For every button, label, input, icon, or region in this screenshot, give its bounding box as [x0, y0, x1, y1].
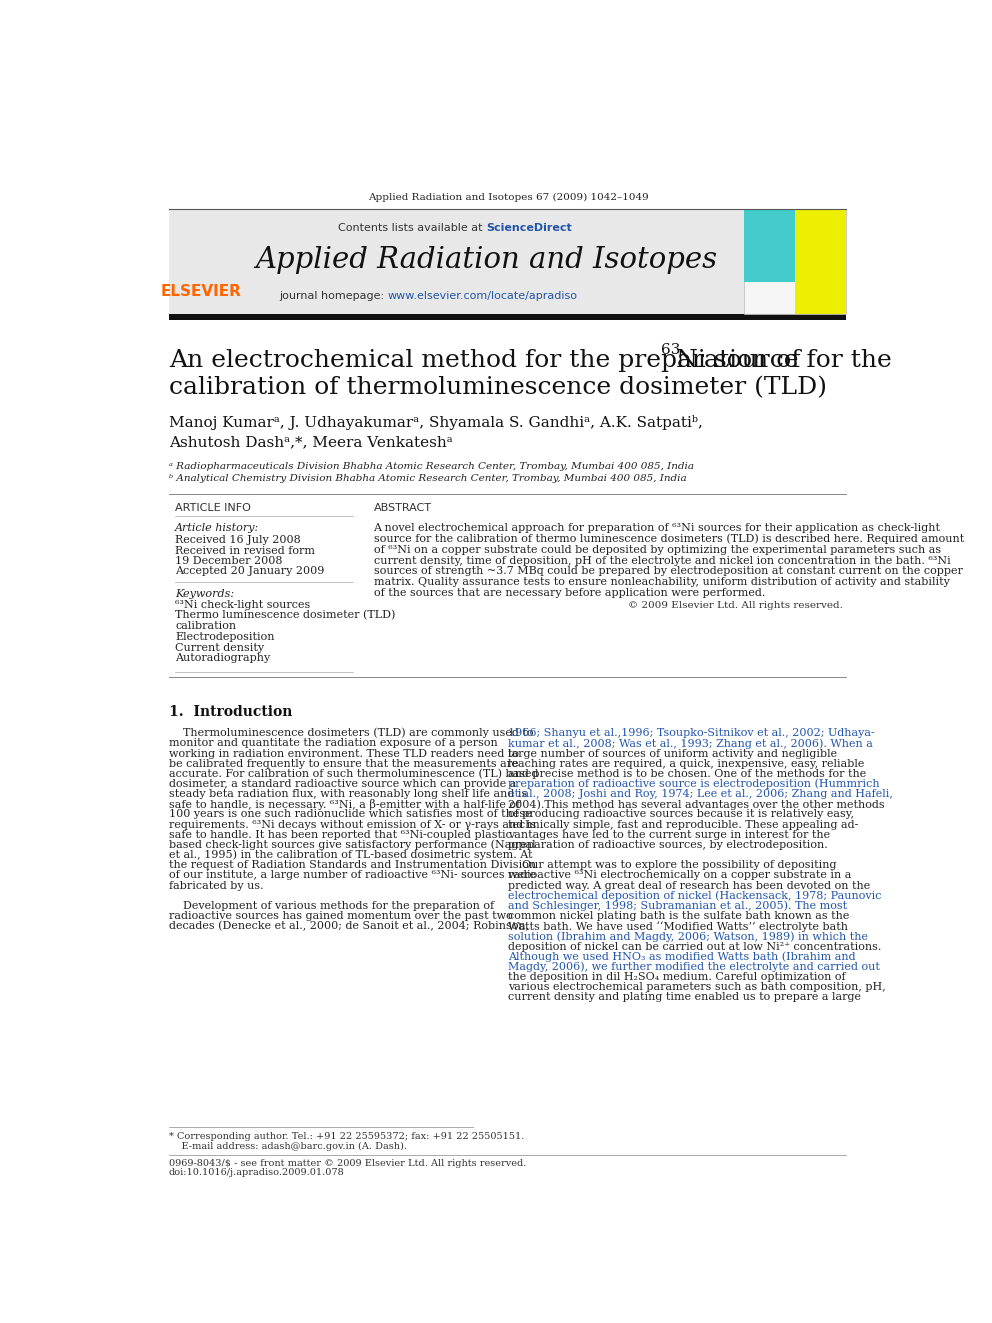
Text: source for the calibration of thermo luminescence dosimeters (TLD) is described : source for the calibration of thermo lum…: [374, 534, 964, 545]
Text: 0969-8043/$ - see front matter © 2009 Elsevier Ltd. All rights reserved.: 0969-8043/$ - see front matter © 2009 El…: [169, 1159, 527, 1168]
Text: safe to handle. It has been reported that ⁶³Ni-coupled plastic: safe to handle. It has been reported tha…: [169, 830, 512, 840]
Text: Electrodeposition: Electrodeposition: [176, 632, 275, 642]
Text: Applied Radiation and Isotopes 67 (2009) 1042–1049: Applied Radiation and Isotopes 67 (2009)…: [368, 193, 649, 202]
Text: © 2009 Elsevier Ltd. All rights reserved.: © 2009 Elsevier Ltd. All rights reserved…: [628, 601, 843, 610]
Bar: [744, 210, 846, 315]
Text: the request of Radiation Standards and Instrumentation Division: the request of Radiation Standards and I…: [169, 860, 536, 871]
Bar: [169, 315, 846, 320]
Text: radioactive ⁶³Ni electrochemically on a copper substrate in a: radioactive ⁶³Ni electrochemically on a …: [509, 871, 852, 881]
Text: sources of strength ~3.7 MBq could be prepared by electrodeposition at constant : sources of strength ~3.7 MBq could be pr…: [374, 566, 962, 577]
Text: Watts bath. We have used ‘‘Modified Watts’’ electrolyte bath: Watts bath. We have used ‘‘Modified Watt…: [509, 921, 848, 931]
Text: requirements. ⁶³Ni decays without emission of X- or γ-rays and is: requirements. ⁶³Ni decays without emissi…: [169, 820, 536, 830]
Text: of the sources that are necessary before application were performed.: of the sources that are necessary before…: [374, 587, 765, 598]
Text: A novel electrochemical approach for preparation of ⁶³Ni sources for their appli: A novel electrochemical approach for pre…: [374, 524, 940, 533]
Text: various electrochemical parameters such as bath composition, pH,: various electrochemical parameters such …: [509, 982, 886, 992]
Text: 19 December 2008: 19 December 2008: [176, 556, 283, 566]
Text: based check-light sources give satisfactory performance (Nagpal: based check-light sources give satisfact…: [169, 840, 536, 851]
Text: be calibrated frequently to ensure that the measurements are: be calibrated frequently to ensure that …: [169, 758, 519, 769]
Text: journal homepage:: journal homepage:: [279, 291, 388, 300]
Text: 100 years is one such radionuclide which satisfies most of these: 100 years is one such radionuclide which…: [169, 810, 532, 819]
Text: Thermo luminescence dosimeter (TLD): Thermo luminescence dosimeter (TLD): [176, 610, 396, 620]
Text: * Corresponding author. Tel.: +91 22 25595372; fax: +91 22 25505151.: * Corresponding author. Tel.: +91 22 255…: [169, 1132, 525, 1142]
Text: radioactive sources has gained momentum over the past two: radioactive sources has gained momentum …: [169, 912, 513, 921]
Text: ARTICLE INFO: ARTICLE INFO: [176, 503, 251, 513]
Text: decades (Denecke et al., 2000; de Sanoit et al., 2004; Robinson,: decades (Denecke et al., 2000; de Sanoit…: [169, 921, 529, 931]
Text: ᵃ Radiopharmaceuticals Division Bhabha Atomic Research Center, Trombay, Mumbai 4: ᵃ Radiopharmaceuticals Division Bhabha A…: [169, 462, 694, 471]
Text: Our attempt was to explore the possibility of depositing: Our attempt was to explore the possibili…: [509, 860, 837, 871]
Text: predicted way. A great deal of research has been devoted on the: predicted way. A great deal of research …: [509, 881, 871, 890]
Text: steady beta radiation flux, with reasonably long shelf life and is: steady beta radiation flux, with reasona…: [169, 789, 527, 799]
Text: Applied Radiation and Isotopes: Applied Radiation and Isotopes: [255, 246, 717, 274]
Text: common nickel plating bath is the sulfate bath known as the: common nickel plating bath is the sulfat…: [509, 912, 850, 921]
Text: Article history:: Article history:: [176, 524, 259, 533]
Text: doi:10.1016/j.apradiso.2009.01.078: doi:10.1016/j.apradiso.2009.01.078: [169, 1168, 344, 1177]
Text: E-mail address: adash@barc.gov.in (A. Dash).: E-mail address: adash@barc.gov.in (A. Da…: [169, 1142, 407, 1151]
Text: accurate. For calibration of such thermoluminescence (TL) based: accurate. For calibration of such thermo…: [169, 769, 539, 779]
Text: Contents lists available at: Contents lists available at: [338, 224, 486, 233]
Text: Current density: Current density: [176, 643, 264, 652]
Text: Magdy, 2006), we further modified the electrolyte and carried out: Magdy, 2006), we further modified the el…: [509, 962, 880, 972]
Text: and Schlesinger, 1998; Subramanian et al., 2005). The most: and Schlesinger, 1998; Subramanian et al…: [509, 901, 847, 912]
Text: leaching rates are required, a quick, inexpensive, easy, reliable: leaching rates are required, a quick, in…: [509, 758, 865, 769]
Text: safe to handle, is necessary. ⁶³Ni, a β-emitter with a half-life of: safe to handle, is necessary. ⁶³Ni, a β-…: [169, 799, 520, 810]
Text: Development of various methods for the preparation of: Development of various methods for the p…: [169, 901, 494, 912]
Text: current density, time of deposition, pH of the electrolyte and nickel ion concen: current density, time of deposition, pH …: [374, 556, 950, 566]
Text: preparation of radioactive source is electrodeposition (Hummrich: preparation of radioactive source is ele…: [509, 779, 880, 790]
Text: kumar et al., 2008; Was et al., 1993; Zhang et al., 2006). When a: kumar et al., 2008; Was et al., 1993; Zh…: [509, 738, 873, 749]
Text: et al., 2008; Joshi and Roy, 1974; Lee et al., 2006; Zhang and Hafeli,: et al., 2008; Joshi and Roy, 1974; Lee e…: [509, 789, 893, 799]
Text: 1966; Shanyu et al.,1996; Tsoupko-Sitnikov et al., 2002; Udhaya-: 1966; Shanyu et al.,1996; Tsoupko-Sitnik…: [509, 728, 875, 738]
Text: ABSTRACT: ABSTRACT: [374, 503, 432, 513]
Text: matrix. Quality assurance tests to ensure nonleachability, uniform distribution : matrix. Quality assurance tests to ensur…: [374, 577, 949, 587]
Text: Although we used HNO₃ as modified Watts bath (Ibrahim and: Although we used HNO₃ as modified Watts …: [509, 951, 856, 962]
Text: www.elsevier.com/locate/apradiso: www.elsevier.com/locate/apradiso: [388, 291, 577, 300]
Text: Manoj Kumarᵃ, J. Udhayakumarᵃ, Shyamala S. Gandhiᵃ, A.K. Satpatiᵇ,: Manoj Kumarᵃ, J. Udhayakumarᵃ, Shyamala …: [169, 414, 702, 430]
Text: deposition of nickel can be carried out at low Ni²⁺ concentrations.: deposition of nickel can be carried out …: [509, 942, 882, 951]
Text: Accepted 20 January 2009: Accepted 20 January 2009: [176, 566, 324, 577]
Bar: [744, 210, 796, 282]
Text: monitor and quantitate the radiation exposure of a person: monitor and quantitate the radiation exp…: [169, 738, 498, 749]
Text: ELSEVIER: ELSEVIER: [161, 283, 242, 299]
Text: ScienceDirect: ScienceDirect: [486, 224, 571, 233]
Text: Keywords:: Keywords:: [176, 589, 234, 599]
Text: electrochemical deposition of nickel (Hackensack, 1978; Paunovic: electrochemical deposition of nickel (Ha…: [509, 890, 882, 901]
Text: dosimeter, a standard radioactive source which can provide a: dosimeter, a standard radioactive source…: [169, 779, 516, 789]
Text: Received 16 July 2008: Received 16 July 2008: [176, 534, 301, 545]
Text: calibration: calibration: [176, 622, 236, 631]
Text: 2004).This method has several advantages over the other methods: 2004).This method has several advantages…: [509, 799, 885, 810]
Text: Autoradiography: Autoradiography: [176, 654, 271, 664]
Text: ᵇ Analytical Chemistry Division Bhabha Atomic Research Center, Trombay, Mumbai 4: ᵇ Analytical Chemistry Division Bhabha A…: [169, 474, 686, 483]
Bar: [169, 210, 846, 315]
Text: An electrochemical method for the preparation of: An electrochemical method for the prepar…: [169, 349, 808, 372]
Text: solution (Ibrahim and Magdy, 2006; Watson, 1989) in which the: solution (Ibrahim and Magdy, 2006; Watso…: [509, 931, 868, 942]
Text: et al., 1995) in the calibration of TL-based dosimetric system. At: et al., 1995) in the calibration of TL-b…: [169, 849, 533, 860]
Text: working in radiation environment. These TLD readers need to: working in radiation environment. These …: [169, 749, 519, 758]
Text: Received in revised form: Received in revised form: [176, 545, 315, 556]
Text: Ashutosh Dashᵃ,*, Meera Venkateshᵃ: Ashutosh Dashᵃ,*, Meera Venkateshᵃ: [169, 435, 452, 448]
Text: Ni source for the: Ni source for the: [676, 349, 892, 372]
Text: and precise method is to be chosen. One of the methods for the: and precise method is to be chosen. One …: [509, 769, 867, 779]
Bar: [796, 210, 846, 315]
Text: Thermoluminescence dosimeters (TLD) are commonly used to: Thermoluminescence dosimeters (TLD) are …: [169, 728, 534, 738]
Text: current density and plating time enabled us to prepare a large: current density and plating time enabled…: [509, 992, 861, 1003]
Text: fabricated by us.: fabricated by us.: [169, 881, 264, 890]
Text: of our institute, a large number of radioactive ⁶³Ni- sources were: of our institute, a large number of radi…: [169, 871, 536, 881]
Text: vantages have led to the current surge in interest for the: vantages have led to the current surge i…: [509, 830, 830, 840]
Text: 63: 63: [661, 344, 681, 357]
Text: technically simple, fast and reproducible. These appealing ad-: technically simple, fast and reproducibl…: [509, 820, 859, 830]
Text: of producing radioactive sources because it is relatively easy,: of producing radioactive sources because…: [509, 810, 854, 819]
Text: calibration of thermoluminescence dosimeter (TLD): calibration of thermoluminescence dosime…: [169, 376, 827, 400]
Text: the deposition in dil H₂SO₄ medium. Careful optimization of: the deposition in dil H₂SO₄ medium. Care…: [509, 972, 846, 982]
Text: large number of sources of uniform activity and negligible: large number of sources of uniform activ…: [509, 749, 837, 758]
Text: 1.  Introduction: 1. Introduction: [169, 705, 293, 718]
Text: of ⁶³Ni on a copper substrate could be deposited by optimizing the experimental : of ⁶³Ni on a copper substrate could be d…: [374, 545, 940, 554]
Text: preparation of radioactive sources, by electrodeposition.: preparation of radioactive sources, by e…: [509, 840, 828, 849]
Text: ⁶³Ni check-light sources: ⁶³Ni check-light sources: [176, 599, 310, 610]
